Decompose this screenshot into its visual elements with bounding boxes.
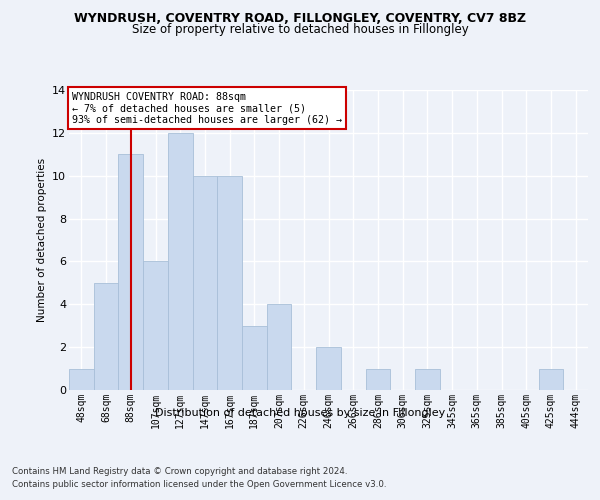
Text: Distribution of detached houses by size in Fillongley: Distribution of detached houses by size … — [155, 408, 445, 418]
Text: Contains public sector information licensed under the Open Government Licence v3: Contains public sector information licen… — [12, 480, 386, 489]
Bar — [69, 368, 94, 390]
Y-axis label: Number of detached properties: Number of detached properties — [37, 158, 47, 322]
Bar — [316, 347, 341, 390]
Text: WYNDRUSH COVENTRY ROAD: 88sqm
← 7% of detached houses are smaller (5)
93% of sem: WYNDRUSH COVENTRY ROAD: 88sqm ← 7% of de… — [71, 92, 341, 124]
Bar — [94, 283, 118, 390]
Text: WYNDRUSH, COVENTRY ROAD, FILLONGLEY, COVENTRY, CV7 8BZ: WYNDRUSH, COVENTRY ROAD, FILLONGLEY, COV… — [74, 12, 526, 26]
Bar — [193, 176, 217, 390]
Bar — [415, 368, 440, 390]
Bar — [217, 176, 242, 390]
Bar — [242, 326, 267, 390]
Bar — [143, 262, 168, 390]
Bar — [118, 154, 143, 390]
Bar — [539, 368, 563, 390]
Bar — [365, 368, 390, 390]
Text: Contains HM Land Registry data © Crown copyright and database right 2024.: Contains HM Land Registry data © Crown c… — [12, 468, 347, 476]
Text: Size of property relative to detached houses in Fillongley: Size of property relative to detached ho… — [131, 22, 469, 36]
Bar — [168, 133, 193, 390]
Bar — [267, 304, 292, 390]
